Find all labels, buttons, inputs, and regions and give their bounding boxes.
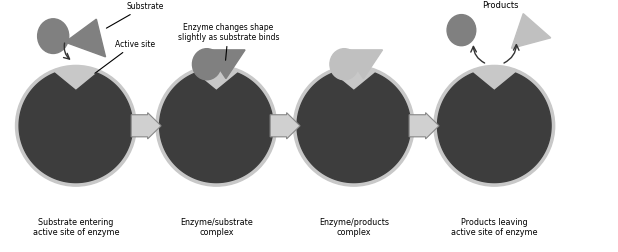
- Polygon shape: [297, 74, 410, 183]
- Text: Substrate: Substrate: [106, 3, 164, 29]
- Text: Enzyme/products
complex: Enzyme/products complex: [319, 217, 389, 236]
- Ellipse shape: [38, 20, 69, 54]
- Ellipse shape: [447, 16, 476, 47]
- Circle shape: [15, 66, 136, 186]
- Polygon shape: [207, 51, 245, 79]
- Polygon shape: [159, 74, 273, 183]
- Circle shape: [156, 66, 277, 186]
- Ellipse shape: [192, 49, 221, 80]
- Text: Enzyme/substrate
complex: Enzyme/substrate complex: [180, 217, 253, 236]
- Polygon shape: [409, 113, 439, 139]
- Text: Products: Products: [482, 1, 519, 10]
- Circle shape: [434, 66, 555, 186]
- Text: Enzyme changes shape
slightly as substrate binds: Enzyme changes shape slightly as substra…: [177, 22, 279, 61]
- Polygon shape: [438, 74, 551, 183]
- Polygon shape: [65, 20, 106, 58]
- Polygon shape: [131, 113, 161, 139]
- Polygon shape: [19, 74, 133, 183]
- Polygon shape: [344, 51, 383, 79]
- Text: Active site: Active site: [95, 40, 155, 74]
- Text: Products leaving
active site of enzyme: Products leaving active site of enzyme: [451, 217, 538, 236]
- Ellipse shape: [330, 49, 358, 80]
- Text: Substrate entering
active site of enzyme: Substrate entering active site of enzyme: [33, 217, 119, 236]
- Circle shape: [294, 66, 414, 186]
- Polygon shape: [512, 15, 551, 49]
- Polygon shape: [270, 113, 300, 139]
